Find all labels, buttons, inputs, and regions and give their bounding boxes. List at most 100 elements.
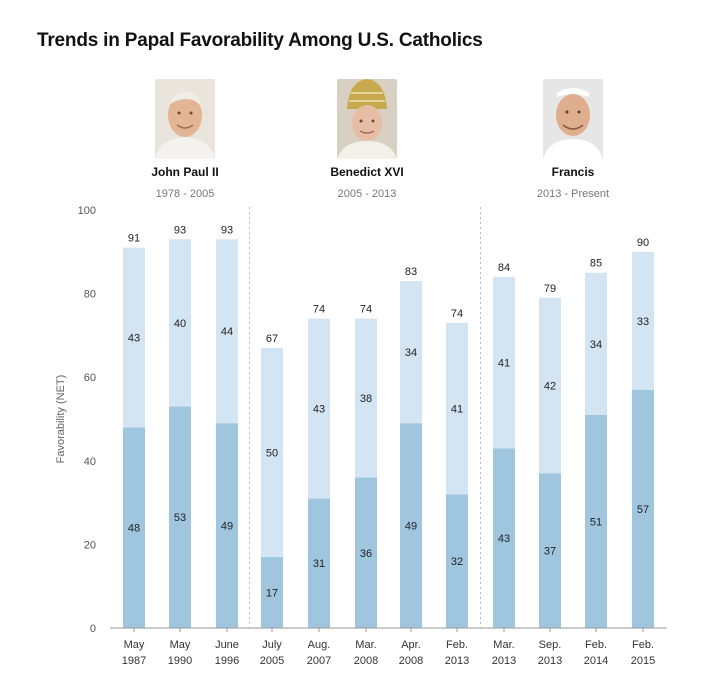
bar-value-upper: 33 [637, 316, 649, 328]
x-tick-label-year: 1996 [215, 655, 239, 667]
bar-value-upper: 42 [544, 381, 556, 393]
bar-total-label: 91 [128, 233, 140, 245]
bar-segment-upper [261, 347, 283, 557]
bar-total-label: 79 [544, 283, 556, 295]
bar-segment-lower [216, 423, 238, 628]
bar-value-upper: 34 [405, 347, 417, 359]
x-tick-label-month: Sep. [539, 639, 562, 651]
x-tick-label-month: May [170, 639, 191, 651]
pope-name: Francis [551, 165, 595, 179]
pope-name: Benedict XVI [330, 165, 404, 179]
bar-segment-lower [446, 494, 468, 628]
bar-total-label: 83 [405, 266, 417, 278]
x-tick-label-year: 2008 [399, 655, 423, 667]
x-tick-label-year: 2008 [354, 655, 378, 667]
x-tick-label-year: 2014 [584, 655, 608, 667]
bar-value-lower: 43 [498, 533, 510, 545]
bar-segment-upper [400, 281, 422, 424]
x-tick-label-year: 1990 [168, 655, 192, 667]
x-tick-label-year: 2013 [492, 655, 516, 667]
x-tick-label-year: 2005 [260, 655, 284, 667]
bar-value-lower: 49 [405, 521, 417, 533]
y-axis-label: Favorability (NET) [55, 375, 67, 464]
bar-value-lower: 53 [174, 512, 186, 524]
bar-value-upper: 44 [221, 326, 233, 338]
bar-segment-upper [169, 239, 191, 407]
pope-benedict-xvi: Benedict XVI 2005 - 2013 [297, 79, 437, 200]
x-tick-label-month: Apr. [401, 639, 421, 651]
x-tick-label-month: Mar. [493, 639, 514, 651]
era-dividers [249, 207, 481, 628]
bar-value-lower: 31 [313, 558, 325, 570]
bar-value-lower: 32 [451, 556, 463, 568]
bar-segment-upper [632, 251, 654, 390]
bar-value-upper: 43 [313, 404, 325, 416]
bar-total-label: 90 [637, 237, 649, 249]
x-tick-label-month: Aug. [308, 639, 331, 651]
x-tick-label-month: May [124, 639, 145, 651]
bar-total-label: 85 [590, 258, 602, 270]
bar-total-label: 74 [360, 304, 372, 316]
x-tick-label-month: June [215, 639, 239, 651]
y-axis: 0 20 40 60 80 100 [78, 205, 96, 635]
x-tick-label-year: 2015 [631, 655, 655, 667]
y-tick-label: 60 [84, 372, 96, 384]
john-paul-ii-portrait [155, 79, 215, 159]
bar-segment-upper [308, 318, 330, 499]
pope-francis: Francis 2013 - Present [503, 79, 643, 200]
x-axis: May 1987 May 1990 June 1996 July 2005 Aug. 2007 Ma… [110, 627, 667, 667]
bar-total-label: 67 [266, 333, 278, 345]
pope-years: 2005 - 2013 [337, 188, 397, 200]
bar-segment-upper [493, 276, 515, 449]
x-tick-label-year: 2013 [445, 655, 469, 667]
bar-segment-lower [308, 498, 330, 628]
bar-segment-lower [355, 477, 377, 628]
bar-value-upper: 41 [498, 358, 510, 370]
pope-years: 1978 - 2005 [155, 188, 215, 200]
bar-value-upper: 43 [128, 332, 140, 344]
bar-segment-upper [446, 322, 468, 495]
bar-value-lower: 17 [266, 587, 278, 599]
bar-value-upper: 50 [266, 447, 278, 459]
bar-value-upper: 40 [174, 318, 186, 330]
bar-value-upper: 34 [590, 339, 602, 351]
chart-title: Trends in Papal Favorability Among U.S. … [37, 30, 483, 51]
bar-segment-lower [632, 389, 654, 628]
pope-years: 2013 - Present [536, 188, 610, 200]
bar-total-label: 84 [498, 262, 510, 274]
y-tick-label: 80 [84, 289, 96, 301]
bar-segment-upper [216, 239, 238, 424]
x-tick-label-month: Feb. [446, 639, 468, 651]
bar-value-lower: 51 [590, 516, 602, 528]
y-tick-label: 0 [90, 623, 96, 635]
bar-segment-upper [585, 272, 607, 415]
pope-name: John Paul II [151, 165, 219, 179]
bar-total-label: 93 [221, 224, 233, 236]
bar-total-label: 74 [313, 304, 325, 316]
bar-segment-lower [169, 406, 191, 628]
x-tick-label-month: Feb. [632, 639, 654, 651]
y-tick-label: 20 [84, 539, 96, 551]
bar-segment-lower [123, 427, 145, 628]
bar-segment-lower [585, 414, 607, 628]
x-tick-label-month: Mar. [355, 639, 376, 651]
bar-value-lower: 37 [544, 546, 556, 558]
francis-portrait [543, 79, 603, 159]
x-tick-label-month: July [262, 639, 282, 651]
bar-segment-lower [493, 448, 515, 628]
bar-segment-lower [400, 423, 422, 628]
bar-value-lower: 36 [360, 548, 372, 560]
bar-total-label: 74 [451, 308, 463, 320]
bar-total-label: 93 [174, 224, 186, 236]
bar-segment-lower [261, 556, 283, 628]
bar-segment-lower [539, 473, 561, 628]
benedict-xvi-portrait [337, 79, 397, 159]
x-tick-label-year: 1987 [122, 655, 146, 667]
bars: 48 43 91 53 40 93 49 44 93 17 50 67 31 43 74 36 38 74 49 34… [123, 224, 654, 628]
y-tick-label: 40 [84, 456, 96, 468]
bar-value-lower: 57 [637, 504, 649, 516]
bar-value-lower: 48 [128, 523, 140, 535]
bar-segment-upper [539, 297, 561, 474]
bar-value-lower: 49 [221, 521, 233, 533]
